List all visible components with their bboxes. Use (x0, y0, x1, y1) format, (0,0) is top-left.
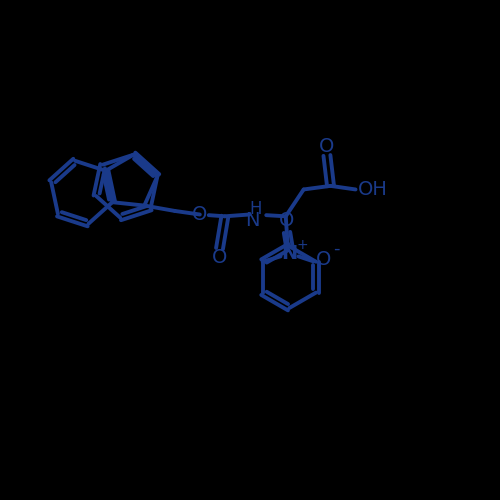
Text: -: - (333, 240, 340, 258)
Text: O: O (280, 211, 294, 230)
Text: OH: OH (358, 180, 388, 199)
Text: O: O (316, 250, 331, 270)
Text: O: O (319, 137, 334, 156)
Text: O: O (192, 205, 208, 224)
Text: H: H (249, 200, 262, 218)
Text: O: O (212, 248, 227, 267)
Text: N: N (282, 244, 298, 264)
Text: +: + (296, 238, 308, 252)
Text: N: N (246, 211, 260, 230)
